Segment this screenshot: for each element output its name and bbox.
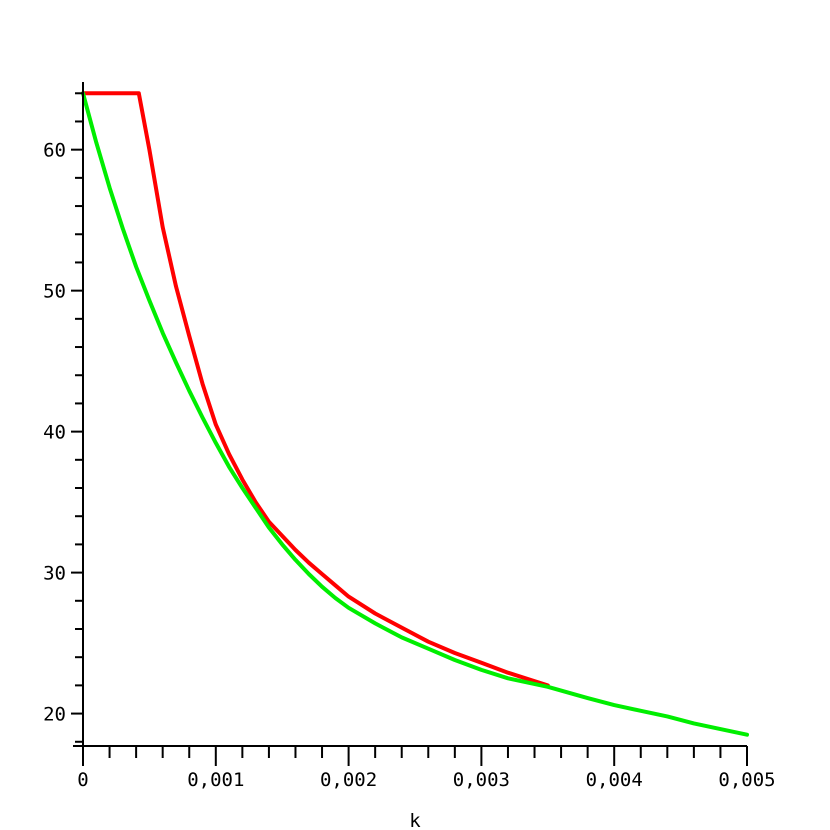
x-tick-label: 0,004 [586, 769, 643, 791]
x-tick-label: 0,001 [187, 769, 244, 791]
x-tick-label: 0,003 [453, 769, 510, 791]
series-1-line [81, 91, 550, 688]
y-tick-label: 60 [43, 140, 66, 162]
x-axis-title: k [409, 810, 421, 830]
series-2-line [81, 91, 749, 737]
plot-area [81, 91, 749, 737]
x-tick-label: 0,002 [320, 769, 377, 791]
x-tick-label: 0 [77, 769, 88, 791]
x-tick-label: 0,005 [718, 769, 775, 791]
y-tick-label: 50 [43, 281, 66, 303]
axes: 0 0,001 0,002 0,003 0,004 0,005 20 30 40 50 60 [43, 82, 776, 791]
y-tick-label: 30 [43, 563, 66, 585]
y-tick-label: 20 [43, 704, 66, 726]
y-tick-label: 40 [43, 422, 66, 444]
